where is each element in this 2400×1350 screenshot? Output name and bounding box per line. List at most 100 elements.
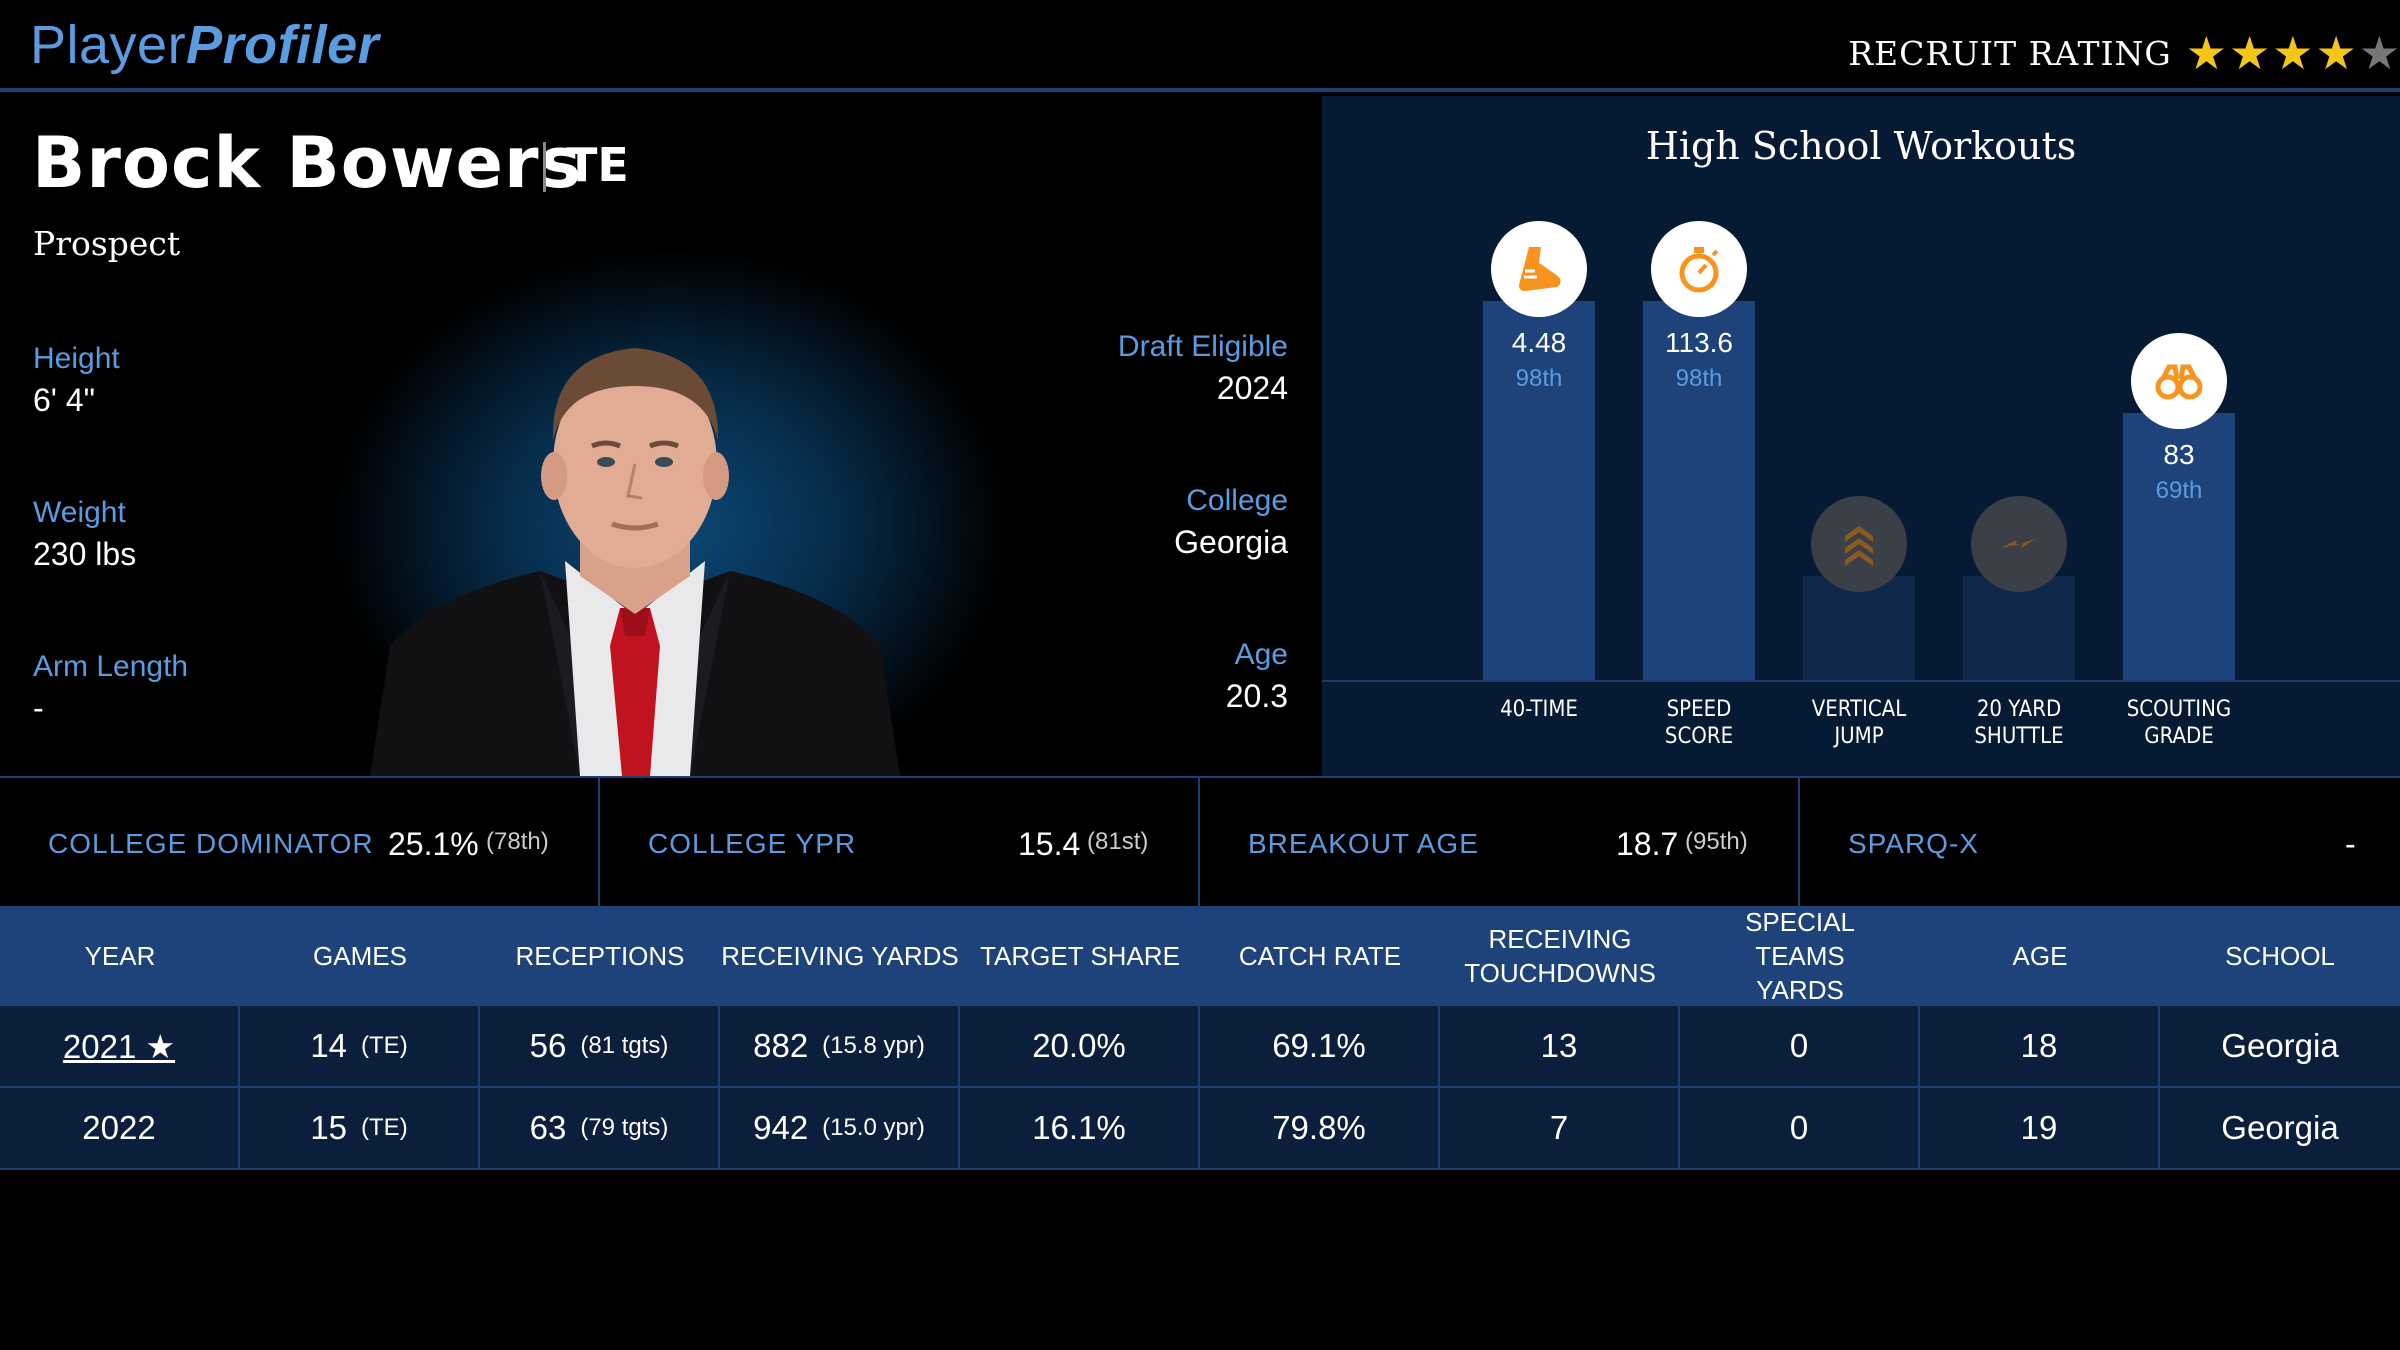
player-profiler-logo[interactable]: PlayerProfiler (30, 14, 379, 76)
star-filled-icon: ★ (2315, 27, 2357, 79)
player-photo (370, 348, 900, 776)
player-name: Brock Bowers (32, 122, 583, 204)
yards-value: 942 (753, 1109, 809, 1146)
column-header-school[interactable]: SCHOOL (2225, 941, 2335, 971)
metric-college-dominator[interactable]: COLLEGE DOMINATOR 25.1% (78th) (0, 778, 600, 906)
column-header-target-share[interactable]: TARGET SHARE (980, 941, 1180, 971)
games-sub: (TE) (361, 1114, 408, 1141)
binoculars-icon (2131, 333, 2227, 430)
logo-text-profiler: Profiler (186, 15, 380, 75)
workout-value: 83 (2163, 439, 2195, 471)
workout-label: 40-TIME (1459, 696, 1619, 723)
metric-label: COLLEGE YPR (648, 828, 857, 859)
logo-text-player: Player (30, 15, 187, 75)
table-row: 2022 15 (TE) 63 (79 tgts) 942 (15.0 ypr) 16… (0, 1088, 2400, 1170)
column-header-age[interactable]: AGE (2012, 941, 2068, 971)
cell-receiving-touchdowns: 7 (1440, 1088, 1680, 1168)
draft-eligible-label: Draft Eligible (1117, 330, 1288, 363)
workout-bar[interactable] (2123, 413, 2235, 680)
column-header-receiving-touchdowns[interactable]: RECEIVING TOUCHDOWNS (1464, 924, 1656, 988)
table-header: YEAR GAMES RECEPTIONS RECEIVING YARDS TA… (0, 906, 2400, 1006)
age-value: 20.3 (1225, 678, 1288, 714)
cell-receptions: 63 (79 tgts) (480, 1088, 720, 1168)
metric-value: 18.7 (1616, 826, 1679, 862)
games-sub: (TE) (361, 1032, 408, 1059)
receptions-value: 63 (529, 1109, 567, 1146)
cell-receiving-touchdowns: 13 (1440, 1006, 1680, 1086)
cell-target-share: 20.0% (960, 1006, 1200, 1086)
age-label: Age (1234, 638, 1288, 671)
workout-percentile: 69th (2155, 477, 2203, 505)
cell-receiving-yards: 882 (15.8 ypr) (720, 1006, 960, 1086)
games-value: 14 (310, 1027, 348, 1064)
chevrons-up-icon (1811, 496, 1907, 592)
cell-age: 18 (1920, 1006, 2160, 1086)
metric-rank: (95th) (1685, 828, 1748, 855)
star-filled-icon: ★ (2229, 27, 2271, 79)
cell-school: Georgia (2221, 1027, 2339, 1064)
cell-receiving-yards: 942 (15.0 ypr) (720, 1088, 960, 1168)
workout-label-line1: SCOUTING (2126, 697, 2232, 722)
cell-school: Georgia (2221, 1109, 2339, 1146)
weight-label: Weight (33, 496, 126, 529)
targets-sub: (79 tgts) (580, 1114, 669, 1141)
column-header-games[interactable]: GAMES (313, 941, 407, 971)
metric-label: SPARQ-X (1848, 828, 1979, 859)
metric-label: COLLEGE DOMINATOR (48, 828, 374, 859)
player-status: Prospect (33, 224, 181, 263)
workout-bar[interactable] (1483, 301, 1595, 680)
ypr-sub: (15.0 ypr) (822, 1114, 925, 1141)
arm-length-value: - (33, 690, 44, 726)
workout-label-line1: 20 YARD (1976, 697, 2062, 722)
shoe-icon (1491, 221, 1587, 318)
ypr-sub: (15.8 ypr) (822, 1032, 925, 1059)
metric-college-ypr[interactable]: COLLEGE YPR 15.4 (81st) (600, 778, 1200, 906)
cell-special-teams-yards: 0 (1680, 1006, 1920, 1086)
cell-games: 14 (TE) (240, 1006, 480, 1086)
targets-sub: (81 tgts) (580, 1032, 669, 1059)
workout-bar[interactable] (1963, 576, 2075, 680)
draft-eligible-value: 2024 (1216, 370, 1288, 406)
workout-label-line1: 40-TIME (1500, 697, 1578, 722)
arm-length-label: Arm Length (33, 650, 189, 683)
cell-target-share: 16.1% (960, 1088, 1200, 1168)
cell-receptions: 56 (81 tgts) (480, 1006, 720, 1086)
column-header-year[interactable]: YEAR (84, 941, 156, 971)
workout-label: VERTICAL JUMP (1779, 696, 1939, 750)
lightning-icon (1971, 496, 2067, 592)
workout-label: SCOUTING GRADE (2099, 696, 2259, 750)
recruit-rating: RECRUIT RATING ★★★★★ (1848, 28, 2400, 78)
name-divider (543, 142, 546, 192)
stopwatch-icon (1651, 221, 1747, 318)
metrics-strip: COLLEGE DOMINATOR 25.1% (78th) COLLEGE Y… (0, 776, 2400, 906)
column-header-receptions[interactable]: RECEPTIONS (515, 941, 685, 971)
metric-breakout-age[interactable]: BREAKOUT AGE 18.7 (95th) (1200, 778, 1800, 906)
star-empty-icon: ★ (2358, 27, 2400, 79)
metric-value: - (2345, 826, 2356, 862)
star-filled-icon: ★ (2185, 27, 2227, 79)
workouts-title: High School Workouts (1645, 124, 2077, 168)
year-link[interactable]: 2021 ★ (62, 1027, 176, 1065)
cell-games: 15 (TE) (240, 1088, 480, 1168)
workout-bar[interactable] (1643, 301, 1755, 680)
workout-label-line1: SPEED (1666, 697, 1732, 722)
metric-rank: (78th) (486, 828, 549, 855)
column-header-special-teams-yards[interactable]: SPECIAL TEAMS YARDS (1745, 907, 1855, 1005)
metric-sparq-x[interactable]: SPARQ-X - (1800, 778, 2400, 906)
top-bar: PlayerProfiler RECRUIT RATING ★★★★★ (0, 0, 2400, 92)
column-header-catch-rate[interactable]: CATCH RATE (1238, 941, 1402, 971)
workout-label-line2: GRADE (2144, 724, 2214, 749)
cell-age: 19 (1920, 1088, 2160, 1168)
workout-percentile: 98th (1675, 365, 1723, 393)
games-value: 15 (310, 1109, 348, 1146)
workout-label-line2: SCORE (1664, 724, 1734, 749)
college-value: Georgia (1174, 524, 1288, 560)
column-header-receiving-yards[interactable]: RECEIVING YARDS (721, 941, 959, 971)
workout-label-line2: JUMP (1834, 724, 1884, 749)
player-position: TE (566, 138, 629, 192)
workout-value: 4.48 (1511, 327, 1567, 359)
workout-bar[interactable] (1803, 576, 1915, 680)
cell-year[interactable]: 2021 ★ (0, 1006, 240, 1086)
workout-label-line2: SHUTTLE (1974, 724, 2064, 749)
recruit-rating-label: RECRUIT RATING (1848, 33, 2172, 73)
